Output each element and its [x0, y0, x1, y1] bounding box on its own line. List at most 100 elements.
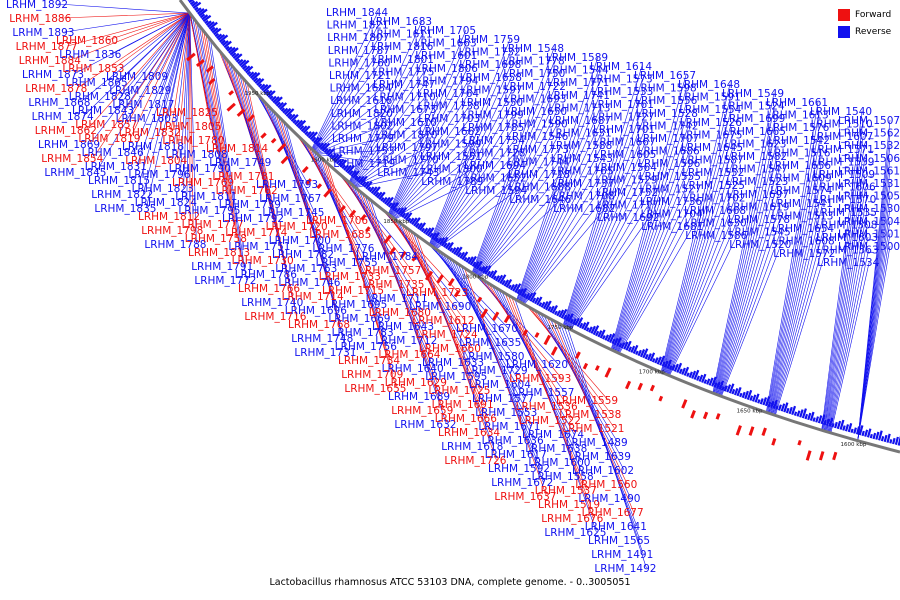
reverse-feature-mark [820, 414, 826, 425]
reverse-feature-mark [393, 207, 398, 212]
reverse-feature-mark [538, 302, 543, 307]
gene-label: LRHM_1513 [771, 210, 833, 222]
gene-lead-line [142, 13, 190, 195]
gene-lead-line [431, 101, 514, 247]
gene-lead-line [772, 202, 824, 415]
reverse-feature-mark [264, 89, 270, 95]
gene-label: LRHM_1643 [372, 321, 434, 333]
gene-label: LRHM_1607 [811, 131, 873, 143]
reverse-feature-mark [691, 370, 697, 379]
gene-lead-line [716, 155, 778, 395]
reverse-feature-mark [465, 256, 471, 263]
reverse-feature-mark [651, 357, 656, 363]
gene-label: LRHM_1501 [838, 228, 900, 240]
gene-lead-line [170, 13, 190, 133]
reverse-feature-mark [547, 306, 552, 312]
reverse-feature-mark [434, 237, 440, 243]
forward-feature-mark [453, 289, 461, 298]
gene-label: LRHM_1761 [592, 99, 654, 111]
gene-lead-line [826, 199, 867, 432]
gene-lead-line [665, 172, 735, 375]
gene-lead-line [429, 38, 511, 245]
reverse-feature-mark [469, 255, 477, 266]
gene-label: LRHM_1613 [767, 110, 829, 122]
reverse-feature-mark [733, 388, 739, 396]
gene-lead-line [312, 49, 381, 151]
gene-lead-line [667, 209, 737, 376]
reverse-feature-mark [223, 40, 232, 49]
gene-label: LRHM_1550 [461, 97, 523, 109]
gene-lead-line [519, 119, 602, 303]
reverse-feature-mark [484, 265, 492, 275]
reverse-feature-mark [764, 396, 771, 407]
reverse-feature-mark [578, 322, 584, 329]
reverse-feature-mark [367, 186, 372, 191]
gene-label: LRHM_1771 [547, 77, 609, 89]
gene-lead-line [434, 164, 517, 249]
gene-label: LRHM_1619 [727, 201, 789, 213]
gene-label: LRHM_1605 [594, 149, 656, 161]
gene-lead-line [523, 208, 606, 305]
gene-label: LRHM_1690 [409, 301, 471, 313]
forward-feature-mark [550, 346, 558, 356]
gene-label: LRHM_1729 [466, 365, 528, 377]
forward-feature-mark [277, 143, 287, 153]
gene-label: LRHM_1669 [328, 313, 390, 325]
gene-lead-line [210, 39, 247, 281]
legend-label-reverse: Reverse [855, 26, 892, 37]
gene-lead-line [563, 78, 643, 327]
reverse-feature-mark [866, 428, 872, 438]
gene-label: LRHM_1675 [680, 129, 742, 141]
gene-label: LRHM_1565 [588, 535, 650, 547]
reverse-feature-mark [339, 159, 348, 168]
gene-label: LRHM_1815 [88, 175, 150, 187]
reverse-feature-mark [576, 317, 584, 328]
gene-label: LRHM_1765 [551, 165, 613, 177]
reverse-feature-mark [698, 374, 704, 382]
reverse-feature-mark [380, 197, 385, 202]
reverse-feature-mark [243, 65, 251, 72]
legend-swatch-forward [838, 8, 850, 21]
gene-lead-line [475, 123, 558, 276]
gene-lead-line [612, 100, 688, 351]
forward-feature-mark [236, 108, 246, 117]
reverse-feature-mark [762, 397, 768, 406]
gene-lead-line [435, 189, 518, 250]
reverse-feature-mark [359, 175, 368, 185]
gene-lead-line [564, 103, 645, 327]
gene-lead-line [312, 37, 380, 150]
gene-label: LRHM_1877 [16, 41, 78, 53]
reverse-feature-mark [199, 13, 206, 19]
gene-lead-line [278, 116, 338, 311]
forward-feature-mark [637, 382, 643, 391]
reverse-feature-mark [399, 207, 408, 217]
reverse-feature-mark [475, 260, 483, 270]
gene-lead-line [208, 37, 244, 267]
gene-label: LRHM_1527 [639, 183, 701, 195]
reverse-feature-mark [191, 1, 199, 7]
forward-feature-mark [349, 209, 357, 217]
reverse-feature-mark [815, 416, 820, 423]
gene-label: LRHM_1724 [416, 329, 478, 341]
reverse-feature-mark [413, 217, 421, 227]
gene-label: LRHM_1784 [356, 251, 418, 263]
reverse-feature-mark [604, 334, 609, 341]
gene-label: LRHM_1715 [322, 285, 384, 297]
gene-label: LRHM_1733 [319, 271, 381, 283]
gene-lead-line [612, 112, 689, 351]
reverse-feature-mark [613, 337, 619, 346]
reverse-feature-mark [886, 433, 891, 443]
gene-label: LRHM_1835 [94, 203, 156, 215]
gene-label: LRHM_1687 [549, 115, 611, 127]
gene-label: LRHM_1744 [507, 156, 569, 168]
gene-lead-line [390, 92, 470, 217]
forward-feature-mark [690, 410, 696, 419]
reverse-feature-mark [872, 432, 877, 440]
gene-lead-line [520, 145, 603, 303]
gene-lead-line [662, 109, 732, 373]
gene-label: LRHM_1731 [294, 347, 356, 359]
reverse-feature-mark [736, 387, 742, 397]
reverse-feature-mark [542, 300, 549, 310]
reverse-feature-mark [654, 357, 659, 364]
